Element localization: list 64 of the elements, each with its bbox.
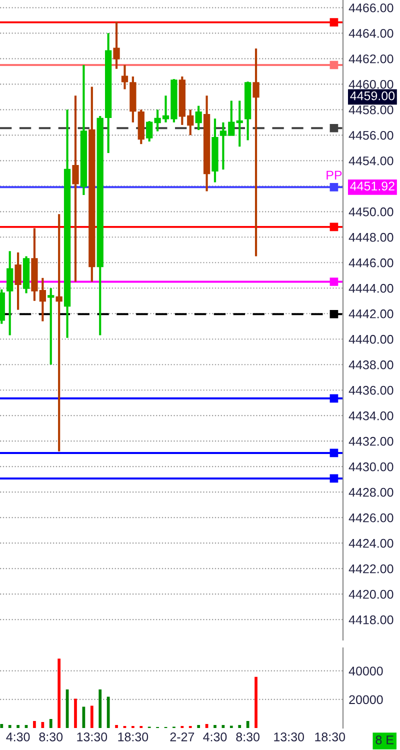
y-tick-label: 4458.00	[348, 105, 394, 114]
y-tick-label: 4462.00	[348, 54, 394, 64]
y-tick-label: 4444.00	[348, 284, 394, 293]
x-tick-label: 2-27	[170, 732, 194, 742]
y-tick-label: 4446.00	[348, 258, 394, 268]
x-tick-label: 13:30	[77, 732, 108, 742]
bar	[98, 689, 102, 728]
y-tick-label: 4454.00	[348, 156, 394, 166]
ref-line-label: PP	[326, 170, 342, 180]
candlestick	[48, 287, 54, 366]
y-tick-label: 4466.00	[348, 3, 394, 12]
y-tick-label: 4432.00	[348, 436, 394, 446]
candlestick	[236, 100, 243, 148]
x-tick-label: 8:30	[236, 732, 260, 742]
candlestick	[252, 47, 260, 258]
x-tick-label: 8:30	[39, 732, 63, 742]
candlestick	[113, 20, 120, 70]
y-tick-label: 4440.00	[348, 334, 394, 344]
y-tick-label: 4418.00	[348, 615, 394, 624]
y-tick-label: 4456.00	[348, 130, 394, 140]
bar	[41, 722, 44, 728]
y-tick-label: 40000	[348, 666, 383, 676]
bar	[197, 725, 200, 728]
y-tick-label: 4424.00	[348, 538, 394, 548]
bar	[74, 698, 77, 728]
x-tick-label: 13:30	[274, 732, 304, 742]
y-tick-label: 4426.00	[348, 513, 394, 522]
y-tick-label: 4420.00	[348, 590, 394, 599]
candlestick	[72, 94, 79, 283]
bar	[0, 724, 4, 728]
candlestick	[56, 213, 62, 452]
text: 4459.00	[350, 91, 395, 100]
candlestick	[6, 250, 14, 336]
bar	[254, 676, 258, 728]
bar	[8, 725, 12, 728]
bar	[238, 725, 242, 728]
x-tick-label: 18:30	[118, 732, 148, 742]
text: 4451.92	[350, 182, 394, 191]
y-tick-label: 4438.00	[348, 360, 394, 370]
y-tick-label: 4430.00	[348, 462, 394, 472]
y-tick-label: 20000	[349, 695, 383, 704]
bar	[58, 658, 61, 728]
bar	[16, 725, 20, 728]
y-tick-label: 4450.00	[348, 207, 394, 216]
bar	[90, 706, 94, 728]
y-tick-label: 4422.00	[348, 564, 394, 574]
x-tick-label: 18:30	[315, 732, 346, 742]
y-tick-label: 4460.00	[348, 80, 394, 89]
y-tick-label: 4448.00	[348, 232, 394, 242]
y-tick-label: 4442.00	[348, 309, 394, 318]
candlestick	[14, 251, 22, 311]
bar	[106, 696, 110, 728]
x-tick-label: 4:30	[6, 732, 30, 742]
y-tick-label: 4434.00	[348, 411, 394, 420]
bar	[49, 719, 52, 728]
bar	[214, 725, 216, 728]
y-tick-label: 4428.00	[348, 488, 394, 497]
candlestick	[195, 104, 202, 132]
text: 8 E	[376, 736, 394, 744]
x-tick-label: 4:30	[203, 732, 227, 742]
y-tick-label: 4464.00	[348, 28, 394, 38]
bar	[115, 725, 118, 728]
y-tick-label: 4436.00	[348, 386, 394, 395]
bar	[33, 721, 36, 728]
